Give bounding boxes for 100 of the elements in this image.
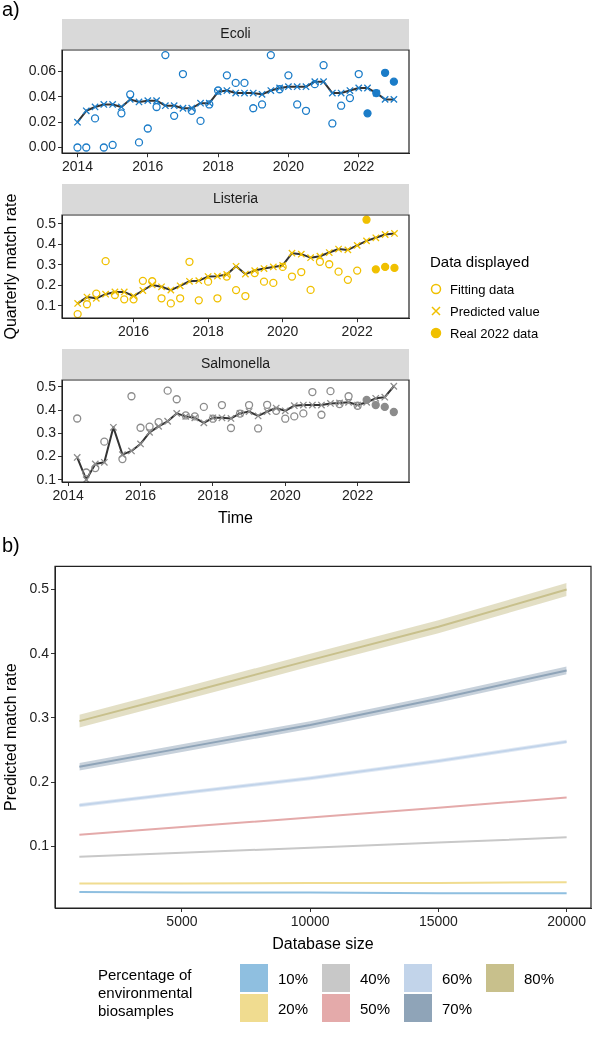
y-tick-label: 0.3 <box>29 708 50 725</box>
y-tick-label: 0.1 <box>36 296 57 313</box>
point <box>319 77 328 86</box>
point <box>185 277 194 286</box>
x-tick-label: 2020 <box>269 487 302 504</box>
point <box>254 412 262 420</box>
point <box>381 262 390 272</box>
point <box>315 257 325 266</box>
legend-label: Fitting data <box>450 281 515 297</box>
x-tick-label: 2018 <box>197 487 229 504</box>
point <box>100 100 108 109</box>
point <box>161 101 170 110</box>
point <box>310 77 319 86</box>
x-tick-label: 2014 <box>61 158 94 175</box>
point <box>287 272 297 281</box>
point <box>109 423 118 432</box>
point <box>281 407 290 415</box>
y-axis-title: Predicted match rate <box>2 663 20 812</box>
y-tick-label: 0.5 <box>36 377 57 394</box>
point <box>82 143 91 152</box>
point <box>343 275 353 284</box>
point <box>145 422 154 431</box>
point <box>389 407 398 417</box>
point <box>126 95 135 104</box>
legend-label: 80% <box>524 969 555 987</box>
point <box>143 124 152 133</box>
point <box>167 286 175 294</box>
point <box>170 111 179 120</box>
x-tick-label: 2022 <box>342 487 374 504</box>
point <box>99 143 108 152</box>
point <box>325 260 334 269</box>
point <box>143 96 152 105</box>
point <box>82 106 91 115</box>
point <box>293 100 302 109</box>
y-tick-label: 0.06 <box>28 62 57 79</box>
point <box>139 286 147 295</box>
point <box>389 77 399 86</box>
point <box>120 295 129 304</box>
point <box>179 104 187 113</box>
point <box>244 400 254 410</box>
point <box>73 453 82 462</box>
point <box>194 296 203 305</box>
point <box>362 215 371 224</box>
point <box>163 417 172 426</box>
point <box>110 290 120 300</box>
point <box>354 69 363 79</box>
point <box>204 272 212 281</box>
point <box>166 299 175 308</box>
point <box>245 407 253 416</box>
point <box>241 291 250 301</box>
point <box>328 119 337 128</box>
point <box>91 463 100 473</box>
point <box>108 140 117 150</box>
point <box>263 407 271 416</box>
point <box>334 267 343 276</box>
point <box>170 101 178 110</box>
point <box>100 458 109 467</box>
point <box>249 104 258 113</box>
point <box>345 93 355 103</box>
point <box>73 118 82 127</box>
point <box>136 440 145 448</box>
point <box>269 278 278 288</box>
point <box>200 419 208 427</box>
y-axis-title: Quarterly match rate <box>2 193 20 340</box>
text: a) <box>2 0 20 21</box>
x-tick-label: 2018 <box>192 323 224 340</box>
point <box>129 295 138 304</box>
point <box>108 100 117 109</box>
point <box>263 400 272 409</box>
point <box>199 402 208 412</box>
point <box>157 282 166 291</box>
legend-label: 20% <box>278 999 309 1017</box>
legend-label: 70% <box>442 999 473 1017</box>
x-tick-label: 2014 <box>52 487 84 504</box>
point <box>73 299 82 308</box>
x-axis-title: Database size <box>272 934 374 952</box>
x-tick-label: 15000 <box>418 913 459 930</box>
point <box>82 475 91 482</box>
point <box>231 78 240 88</box>
y-tick-label: 0.2 <box>36 447 57 464</box>
point <box>258 90 266 99</box>
point <box>344 392 353 401</box>
point <box>290 401 299 410</box>
point <box>344 398 353 407</box>
point <box>272 406 281 415</box>
point <box>157 294 166 303</box>
point <box>281 414 290 423</box>
point <box>176 281 184 290</box>
point <box>92 289 101 298</box>
point <box>118 454 127 464</box>
point <box>152 96 161 105</box>
chart-title: Salmonella <box>200 354 271 371</box>
point <box>380 402 389 412</box>
point <box>272 404 281 412</box>
point <box>154 422 163 431</box>
point <box>203 277 213 286</box>
y-tick-label: 0.1 <box>29 837 50 854</box>
point <box>326 399 335 408</box>
point <box>148 277 157 286</box>
point <box>317 401 326 409</box>
